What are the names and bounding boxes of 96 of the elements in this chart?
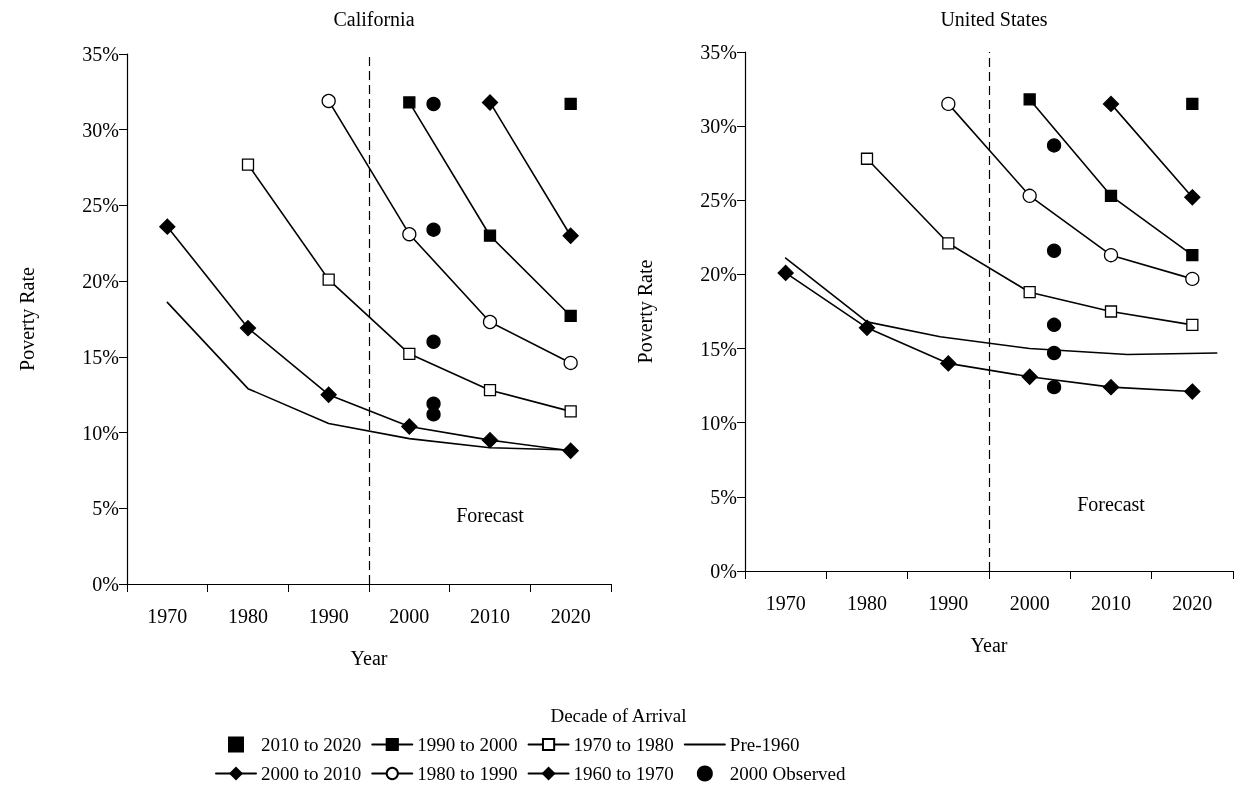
x-tick-label: 2010 <box>470 605 510 627</box>
point <box>1046 379 1062 395</box>
legend-title: Decade of Arrival <box>550 705 687 726</box>
point <box>321 93 336 109</box>
point <box>563 355 578 371</box>
y-tick-label: 0% <box>710 560 737 582</box>
point <box>320 386 337 403</box>
point <box>564 405 577 418</box>
x-tick-label: 2010 <box>1091 592 1131 614</box>
point <box>564 309 577 323</box>
point <box>564 97 577 111</box>
point <box>1185 271 1200 287</box>
point <box>860 152 874 165</box>
point <box>239 319 257 337</box>
y-tick-label: 25% <box>700 189 737 212</box>
chart-title: United States <box>940 8 1048 30</box>
y-tick-label: 5% <box>92 497 119 520</box>
x-tick-label: 1990 <box>308 605 349 627</box>
y-tick-label: 25% <box>82 194 119 217</box>
point <box>1021 368 1038 385</box>
point <box>1104 189 1118 202</box>
x-tick-label: 1980 <box>228 605 268 627</box>
x-tick-label: 1970 <box>765 592 806 614</box>
point <box>402 227 417 242</box>
y-tick-label: 10% <box>82 421 119 444</box>
point <box>483 384 497 397</box>
point <box>426 407 441 422</box>
point <box>562 227 579 244</box>
point <box>942 237 955 250</box>
legend-label: 2000 Observed <box>729 763 846 784</box>
point <box>1102 95 1120 113</box>
point <box>1104 305 1118 318</box>
y-tick-label: 0% <box>92 573 119 595</box>
point <box>481 431 499 449</box>
annotation: Forecast <box>1077 492 1146 515</box>
point <box>403 347 416 360</box>
y-tick-label: 20% <box>700 263 737 286</box>
x-tick-label: 2020 <box>550 605 591 627</box>
point <box>1023 286 1036 299</box>
y-axis-title: Poverty Rate <box>16 266 39 371</box>
x-tick-label: 2020 <box>1172 592 1213 614</box>
y-tick-label: 30% <box>82 118 119 141</box>
point <box>1022 188 1037 203</box>
legend-label: 1960 to 1970 <box>573 763 674 784</box>
point <box>1186 249 1199 262</box>
point <box>1184 189 1201 206</box>
x-tick-label: 1980 <box>847 592 887 614</box>
point <box>940 355 957 372</box>
y-tick-label: 35% <box>82 43 119 65</box>
x-tick-label: 1990 <box>928 592 969 614</box>
point <box>426 222 441 237</box>
point <box>483 229 497 242</box>
x-axis-title: Year <box>970 634 1008 656</box>
point <box>481 94 499 111</box>
point <box>1046 243 1062 258</box>
point <box>1186 97 1199 111</box>
point <box>1046 138 1062 153</box>
point <box>1186 318 1199 331</box>
x-axis-title: Year <box>350 647 388 669</box>
point <box>1023 93 1036 106</box>
point <box>1102 378 1120 396</box>
legend-label: 1980 to 1990 <box>417 763 518 784</box>
legend-label: Pre-1960 <box>729 734 800 755</box>
point <box>426 334 441 349</box>
legend-label: 1990 to 2000 <box>417 734 518 755</box>
x-tick-label: 2000 <box>389 605 430 627</box>
y-tick-label: 20% <box>82 270 119 293</box>
x-tick-label: 2000 <box>1009 592 1050 614</box>
point <box>1184 383 1201 400</box>
legend-label: 1970 to 1980 <box>573 734 674 755</box>
annotation: Forecast <box>456 504 525 527</box>
legend-label: 2000 to 2010 <box>261 763 362 784</box>
point <box>482 314 498 330</box>
point <box>426 96 441 112</box>
point <box>1103 248 1119 263</box>
chart-title: California <box>333 8 415 30</box>
point <box>322 273 335 286</box>
y-tick-label: 5% <box>710 485 737 508</box>
point <box>241 158 255 171</box>
y-axis-title: Poverty Rate <box>634 259 657 364</box>
point <box>403 96 416 109</box>
point <box>1046 345 1062 361</box>
y-tick-label: 15% <box>700 337 737 360</box>
point <box>941 96 956 112</box>
point <box>1046 317 1062 332</box>
legend-label: 2010 to 2020 <box>261 734 362 755</box>
point <box>401 418 418 435</box>
x-tick-label: 1970 <box>147 605 188 627</box>
y-tick-label: 35% <box>700 41 737 63</box>
point <box>858 319 876 336</box>
y-tick-label: 30% <box>700 115 737 138</box>
y-tick-label: 15% <box>82 345 119 368</box>
point <box>562 442 579 459</box>
point <box>777 264 794 282</box>
point <box>159 218 176 235</box>
y-tick-label: 10% <box>700 411 737 434</box>
